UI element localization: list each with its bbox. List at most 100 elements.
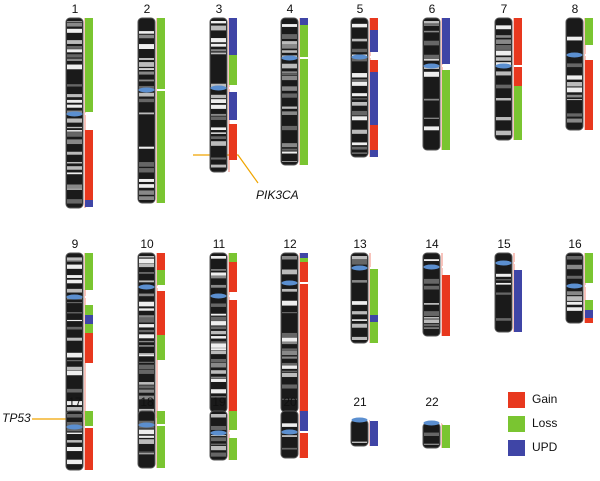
band [211, 21, 226, 24]
band [211, 284, 226, 288]
band [282, 423, 297, 427]
copy-number-segment [85, 427, 93, 470]
band [67, 54, 82, 58]
chromosome [280, 410, 308, 459]
band [352, 319, 367, 321]
band [424, 432, 439, 436]
band [139, 34, 154, 39]
band [282, 350, 297, 356]
copy-number-segment [370, 150, 378, 157]
band [282, 384, 297, 389]
centromere [495, 63, 512, 69]
band [139, 369, 154, 374]
copy-number-segment [442, 18, 450, 64]
band [282, 447, 297, 450]
band [352, 129, 367, 134]
band [282, 73, 297, 75]
band [282, 106, 297, 109]
band [282, 362, 297, 366]
band [352, 280, 367, 283]
copy-number-segment [370, 30, 378, 52]
copy-number-segment [229, 438, 237, 460]
band [282, 50, 297, 53]
centromere [351, 417, 368, 423]
copy-number-segment [229, 18, 237, 55]
band [211, 321, 226, 326]
band [67, 188, 82, 190]
copy-number-segment [300, 432, 308, 458]
centromere [423, 264, 440, 270]
band [282, 370, 297, 373]
band [67, 139, 82, 145]
copy-number-segment [370, 268, 378, 315]
band [211, 141, 226, 146]
band [352, 259, 367, 265]
chromosome-label: 3 [216, 2, 223, 16]
band [139, 317, 154, 323]
band [67, 440, 82, 443]
band [67, 22, 82, 27]
chromosome [494, 17, 522, 141]
band [496, 35, 511, 38]
copy-number-segment [85, 18, 93, 112]
band [139, 354, 154, 357]
legend-swatch [508, 392, 525, 408]
centromere [210, 85, 227, 91]
band [567, 63, 582, 68]
chromosome-label: 21 [353, 395, 367, 409]
band [211, 389, 226, 394]
band [211, 347, 226, 349]
band [211, 362, 226, 368]
band [139, 453, 154, 455]
copy-number-segment [370, 322, 378, 343]
band [567, 36, 582, 41]
centromere [138, 284, 155, 290]
chromosome [280, 252, 308, 413]
band [424, 54, 439, 60]
band [139, 439, 154, 444]
band [67, 359, 82, 362]
band [211, 157, 226, 160]
copy-number-segment [85, 333, 93, 363]
centromere [210, 293, 227, 299]
centromere [566, 52, 583, 58]
band [211, 52, 226, 55]
chromosome-label: 6 [429, 2, 436, 16]
legend-label: Gain [532, 392, 557, 406]
band [211, 435, 226, 437]
copy-number-segment [442, 425, 450, 448]
legend-label: UPD [532, 440, 558, 454]
centromere [281, 429, 298, 435]
band [282, 161, 297, 162]
band [211, 99, 226, 104]
band [139, 146, 154, 149]
band [139, 256, 154, 258]
band [424, 303, 439, 305]
copy-number-segment [85, 200, 93, 207]
band [352, 38, 367, 42]
band [139, 301, 154, 307]
band [282, 337, 297, 342]
chromosome-label: 7 [501, 2, 508, 16]
band [67, 279, 82, 284]
band [424, 21, 439, 24]
band [424, 443, 439, 445]
band [211, 378, 226, 382]
copy-number-segment [157, 335, 165, 360]
copy-number-segment [585, 253, 593, 283]
chromosome-label: 10 [140, 237, 154, 251]
chromosome-label: 12 [283, 237, 297, 251]
band [352, 48, 367, 53]
band [67, 118, 82, 123]
band [567, 307, 582, 311]
band [67, 302, 82, 304]
copy-number-segment [585, 310, 593, 318]
band [211, 414, 226, 418]
band [211, 104, 226, 109]
band [211, 358, 226, 363]
band [496, 98, 511, 101]
band [282, 125, 297, 131]
band [139, 58, 154, 60]
band [139, 385, 154, 389]
